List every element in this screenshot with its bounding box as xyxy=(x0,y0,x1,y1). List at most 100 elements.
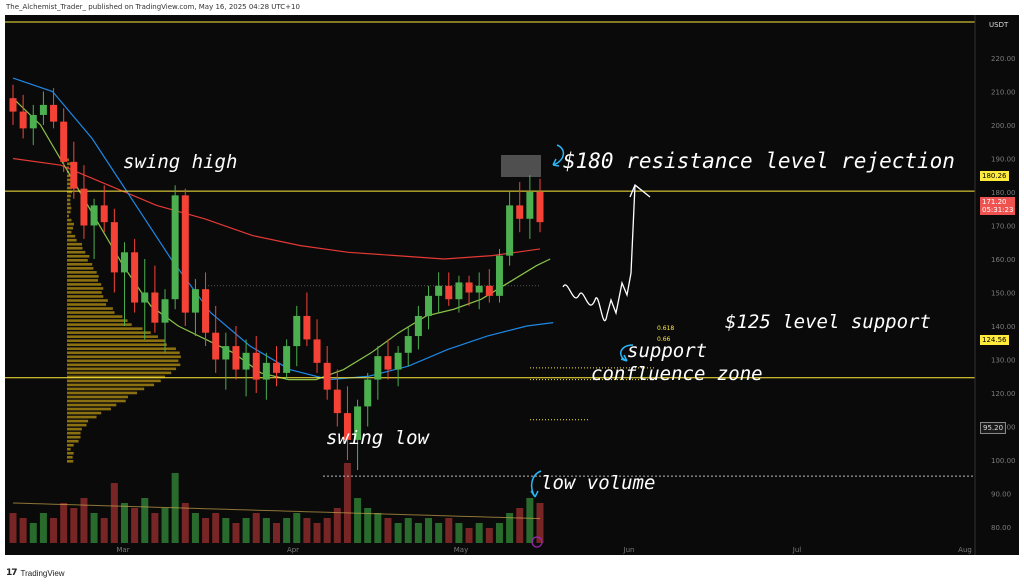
volume-bar xyxy=(202,518,209,543)
resistance-price-tag: 180.26 xyxy=(980,171,1009,181)
candle-body xyxy=(293,316,300,346)
candle-body xyxy=(202,289,209,333)
volume-profile-bar xyxy=(67,460,73,463)
volume-profile-bar xyxy=(67,159,69,162)
volume-bar xyxy=(20,518,27,543)
volume-profile-bar xyxy=(67,195,71,198)
volume-profile-bar xyxy=(67,247,82,250)
candle-body xyxy=(263,363,270,380)
candle-body xyxy=(283,346,290,373)
candle-body xyxy=(101,205,108,222)
volume-bar xyxy=(151,513,158,543)
candle-body xyxy=(384,356,391,369)
volume-profile-bar xyxy=(67,203,70,206)
currency-label: USDT xyxy=(989,21,1008,29)
volume-bar xyxy=(354,498,361,543)
low-volume-label: low volume xyxy=(541,472,655,494)
candle-body xyxy=(192,289,199,312)
candle-body xyxy=(111,222,118,272)
volume-profile-bar xyxy=(67,339,165,342)
candle-body xyxy=(212,333,219,360)
volume-profile-bar xyxy=(67,199,70,202)
volume-bar xyxy=(253,513,260,543)
volume-bar xyxy=(263,518,270,543)
candle-body xyxy=(20,112,27,129)
volume-profile-bar xyxy=(67,436,81,439)
volume-profile-bar xyxy=(67,400,126,403)
y-tick-label: 210.00 xyxy=(991,89,1016,97)
volume-profile-bar xyxy=(67,291,102,294)
volume-bar xyxy=(40,513,47,543)
volume-bar xyxy=(314,523,321,543)
y-tick-label: 200.00 xyxy=(991,122,1016,130)
volume-profile-bar xyxy=(67,424,87,427)
volume-profile-bar xyxy=(67,384,154,387)
volume-bar xyxy=(101,518,108,543)
candle-body xyxy=(526,192,533,219)
candle-body xyxy=(415,316,422,336)
volume-profile-bar xyxy=(67,380,161,383)
volume-bar xyxy=(283,518,290,543)
candle-body xyxy=(324,363,331,390)
volume-profile-bar xyxy=(67,452,74,455)
y-tick-label: 190.00 xyxy=(991,156,1016,164)
chart-frame[interactable]: 220.00 210.00 200.00 190.00 180.00 170.00 160.… xyxy=(5,15,1019,555)
volume-profile-bar xyxy=(67,368,176,371)
fib-618-label: 0.618 xyxy=(657,325,674,332)
candle-body xyxy=(172,195,179,299)
volume-profile-bar xyxy=(67,283,101,286)
fib-66-label: 0.66 xyxy=(657,336,670,343)
volume-profile-bar xyxy=(67,255,89,258)
support-level-label: $125 level support xyxy=(725,311,931,333)
candle-body xyxy=(243,353,250,370)
publisher-header: The_Alchemist_Trader_ published on Tradi… xyxy=(6,3,300,11)
candle-body xyxy=(40,105,47,115)
volume-bar xyxy=(243,518,250,543)
volume-bar xyxy=(121,503,128,543)
volume-profile-bar xyxy=(67,239,77,242)
candle-body xyxy=(80,189,87,226)
candle-body xyxy=(455,282,462,299)
candle-body xyxy=(232,346,239,369)
candle-body xyxy=(395,353,402,370)
tradingview-footer[interactable]: 17 TradingView xyxy=(6,568,65,578)
y-tick-label: 220.00 xyxy=(991,55,1016,63)
volume-bar xyxy=(162,508,169,543)
volume-profile-bar xyxy=(67,456,73,459)
volume-profile-bar xyxy=(67,259,88,262)
volume-bar xyxy=(131,508,138,543)
volume-profile-bar xyxy=(67,223,74,226)
volume-bar xyxy=(111,483,118,543)
candle-body xyxy=(141,293,148,303)
resistance-arrow-icon xyxy=(553,145,563,166)
volume-profile-bar xyxy=(67,227,73,230)
volume-profile-bar xyxy=(67,287,103,290)
volume-profile-bar xyxy=(67,372,171,375)
volume-bar xyxy=(30,523,37,543)
candle-body xyxy=(182,195,189,312)
last-price-value: 171.20 xyxy=(982,198,1013,206)
volume-profile-bar xyxy=(67,267,93,270)
volume-profile-bar xyxy=(67,392,137,395)
candle-body xyxy=(466,282,473,292)
candle-body xyxy=(162,299,169,322)
volume-bar xyxy=(496,523,503,543)
volume-profile-bar xyxy=(67,343,167,346)
volume-profile-bar xyxy=(67,448,71,451)
volume-profile-bar xyxy=(67,360,178,363)
volume-profile-bar xyxy=(67,243,82,246)
volume-profile-bar xyxy=(67,420,88,423)
candle-body xyxy=(425,296,432,316)
volume-profile-bar xyxy=(67,323,132,326)
candle-body xyxy=(476,286,483,293)
candle-body xyxy=(303,316,310,339)
x-tick-label: Mar xyxy=(116,546,129,554)
resistance-label: $180 resistance level rejection xyxy=(563,149,955,173)
volume-bar xyxy=(445,518,452,543)
price-chart[interactable]: 220.00 210.00 200.00 190.00 180.00 170.00 160.… xyxy=(5,15,1019,555)
volume-profile-bar xyxy=(67,351,180,354)
projection-path xyxy=(563,185,635,321)
candle-body xyxy=(496,256,503,296)
candle-body xyxy=(91,205,98,225)
x-tick-label: Jul xyxy=(792,546,802,554)
